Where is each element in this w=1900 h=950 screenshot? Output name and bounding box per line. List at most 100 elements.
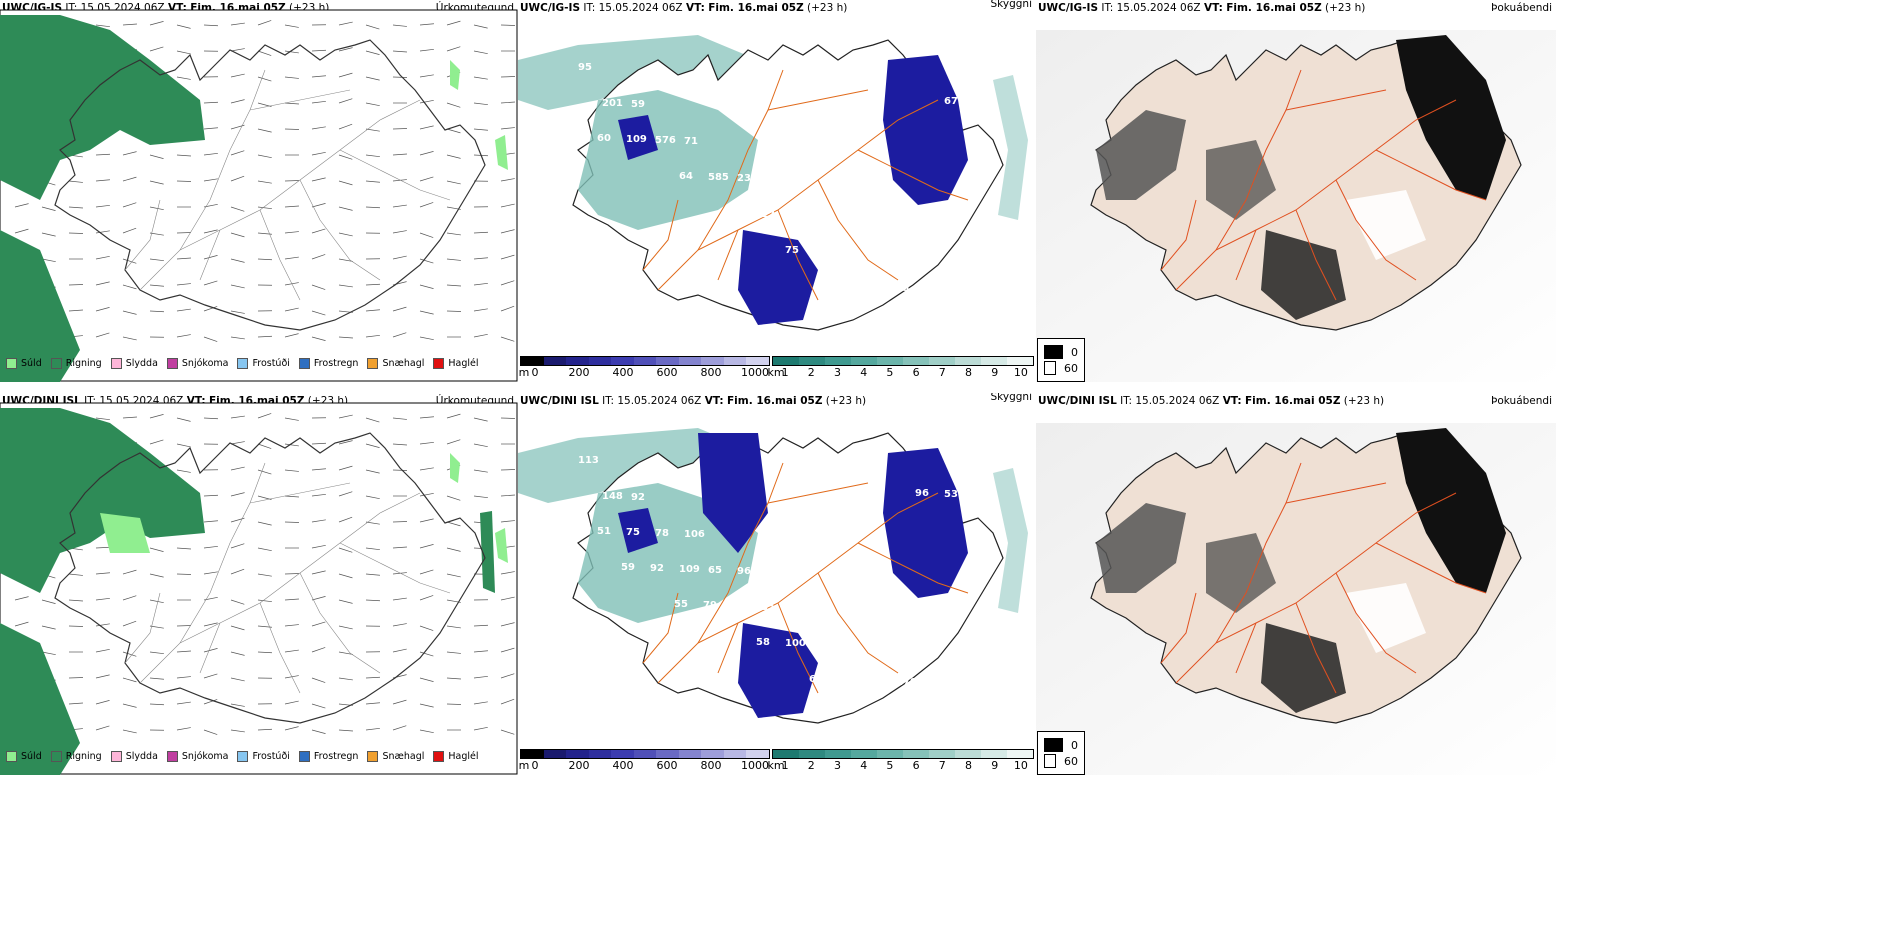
legend-swatch [6,751,17,762]
cloud-height-label: 71 [684,136,698,147]
colorbar-tick-label: 400 [612,759,634,772]
colorbar-tick-label: 3 [834,366,841,379]
colorbar-segment [877,750,903,758]
cloud-height-label: 122 [867,676,888,687]
cloud-height-label: 106 [862,711,883,722]
legend-swatch [50,358,62,369]
colorbar-segment [1007,750,1033,758]
precip-panel-row2: UWC/DINI ISL IT: 15.05.2024 06Z VT: Fim.… [0,393,518,775]
colorbar-segment [656,357,679,365]
cloud-height-label: 58 [756,637,770,648]
fog-legend-row: 0 [1044,738,1078,752]
colorbar-segment [678,357,702,365]
colorbar-segment [611,357,634,365]
panel-title: Skyggni [990,393,1033,403]
cloud-height-label: 23 [737,173,751,184]
colorbar-segment [929,750,955,758]
colorbar-tick-label: 600 [656,759,678,772]
legend-swatch [166,358,178,369]
precip-legend: Súld Rigning Slydda Snjókoma Frostúði Frostre… [6,358,488,369]
legend-label: Frostregn [313,751,359,762]
legend-swatch [237,358,249,369]
colorbar-unit: m [518,366,530,379]
fog-legend-row: 0 [1044,345,1078,359]
fog-legend-row: 60 [1044,754,1078,768]
legend-swatch [166,751,178,762]
colorbar-tick-label: 9 [991,366,999,379]
it-text: IT: 15.05.2024 06Z [1101,2,1201,14]
fog-panel-row1: UWC/IG-IS IT: 15.05.2024 06Z VT: Fim. 16… [1036,0,1556,382]
cloud-height-label: 59 [631,99,645,110]
cloud-height-label: 95 [578,62,592,73]
legend-item: Rigning [50,751,102,762]
cloud-height-label: 96 [915,488,929,499]
legend-swatch [433,358,445,369]
colorbar-strip [772,749,1034,759]
legend-swatch [6,358,17,369]
colorbar-segment [723,750,747,758]
cloud-height-label: 96 [737,566,751,577]
cloud-height-label: 270 [896,677,917,688]
fog-legend: 0 60 [1037,731,1085,775]
cloud-height-label: 53 [944,489,958,500]
colorbar-segment [877,357,903,365]
legend-label: Rigning [65,751,102,762]
legend-item: Rigning [50,358,102,369]
precip-map [0,402,518,775]
cloud-height-label: 113 [578,455,599,466]
colorbar-tick-label: 6 [912,366,920,379]
it-text: IT: 15.05.2024 06Z [583,2,683,14]
cloud-height-label: 109 [679,564,700,575]
colorbar-segment [588,750,612,758]
cloud-height-label: 76 [973,490,987,501]
legend-label: Haglél [448,358,479,369]
legend-item: Frostregn [298,751,359,762]
cloud-height-label: 100 [785,638,806,649]
legend-swatch [110,358,122,369]
colorbar-strip [520,749,770,759]
cloud-height-label: 44 [896,284,910,295]
legend-swatch [298,751,310,762]
legend-label: Haglél [448,751,479,762]
colorbar-tick-label: 1 [781,366,789,379]
legend-label: Súld [21,358,42,369]
fog-map [1036,423,1556,775]
colorbar-unit: m [518,759,530,772]
vt-label: VT: [685,2,705,14]
legend-label: Frostregn [313,358,359,369]
panel-title: Skyggni [990,0,1033,10]
cloud-height-label: 75 [626,527,640,538]
cloud-height-label: 37 [867,283,881,294]
colorbar-tick-label: 6 [912,759,920,772]
colorbar-tick-label: 2 [807,759,815,772]
legend-item: Slydda [110,358,158,369]
legend-label: Snæhagl [382,358,425,369]
colorbar-tick-label: 8 [965,759,972,772]
cloud-height-label: 68 [843,247,857,258]
panel-header: UWC/DINI ISL IT: 15.05.2024 06Z VT: Fim.… [1038,395,1384,407]
colorbar-segment [903,357,929,365]
it-text: IT: 15.05.2024 06Z [602,395,702,407]
cloud-height-label: 95 [790,603,804,614]
cloud-height-label: 85 [761,602,775,613]
legend-item: Snæhagl [367,358,424,369]
legend-item: Haglél [433,751,479,762]
cloud-height-label: 100 [790,210,811,221]
colorbar-tick-label: 400 [612,366,634,379]
cloud-height-label: 92 [650,563,664,574]
colorbar-segment [521,357,544,365]
colorbar-segment [633,357,657,365]
visibility-colorbar: km 1 2 3 4 5 6 7 8 9 10 [767,749,1034,773]
colorbar-segment [678,750,702,758]
legend-swatch [50,751,62,762]
colorbar-segment [633,750,657,758]
legend-swatch [110,751,122,762]
colorbar-segment [903,750,929,758]
cloud-height-label: 106 [684,529,705,540]
colorbar-tick-label: 10 [1013,759,1028,772]
colorbar-segment [543,357,567,365]
legend-item: Frostúði [237,358,290,369]
fog-legend-swatch [1044,754,1056,768]
model-label: UWC/DINI ISL [1038,395,1117,407]
colorbar-segment [955,357,981,365]
